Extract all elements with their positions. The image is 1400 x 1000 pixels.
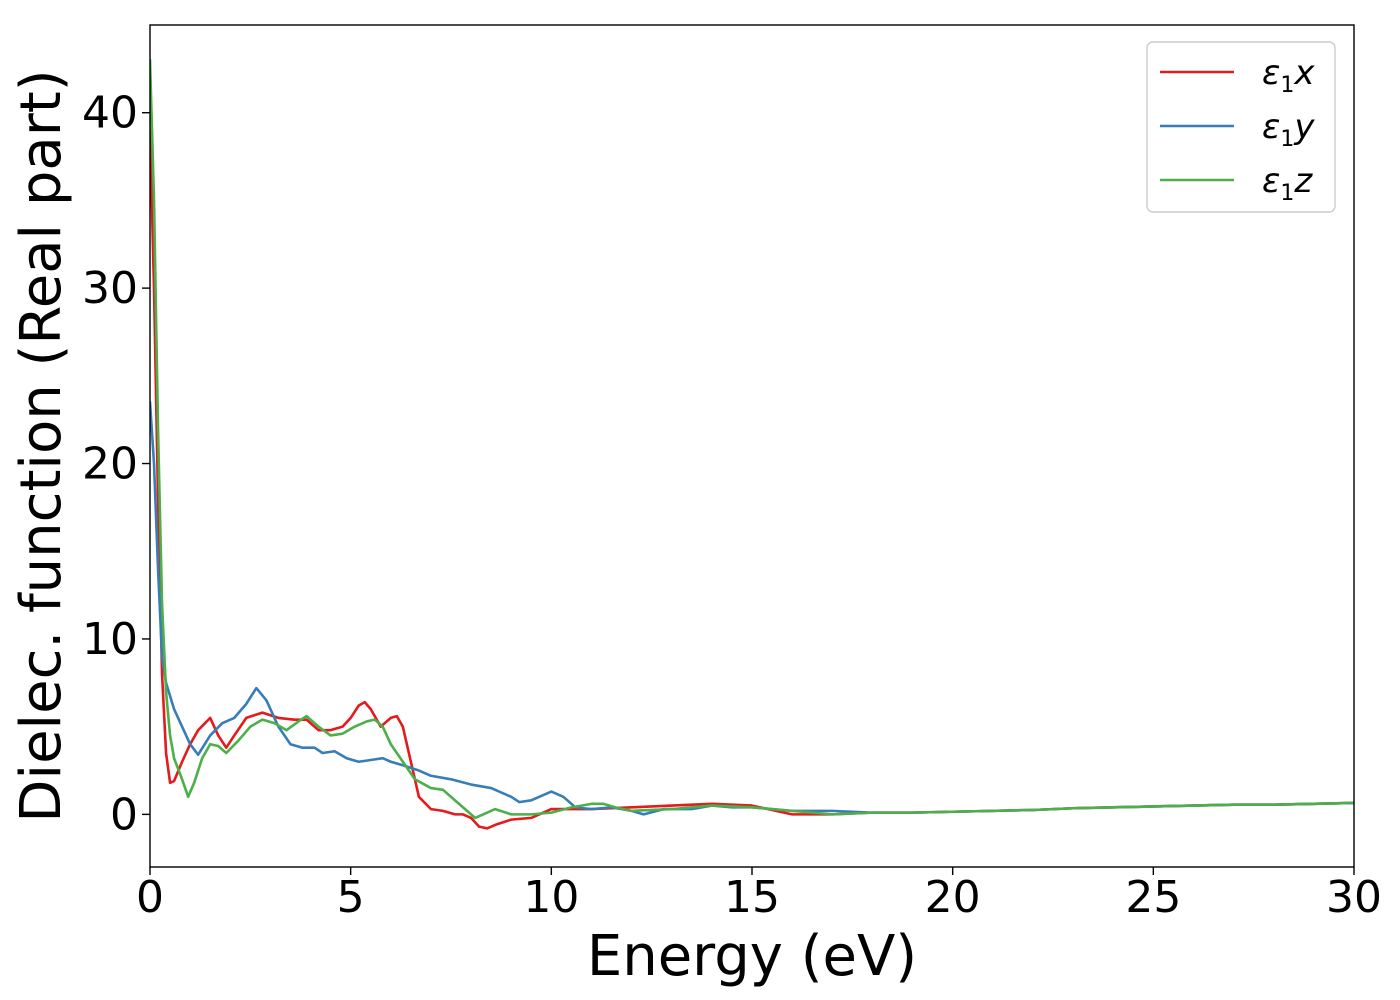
x-tick-label: 0 [136,872,164,923]
legend-label-y: ε1y [1262,107,1315,152]
ticks-layer: 0 5 10 15 20 25 30 0 10 20 30 40 [82,88,1382,923]
series-layer [150,58,1354,830]
x-tick-label: 25 [1125,872,1181,923]
x-tick-label: 20 [925,872,981,923]
legend-label-z: ε1z [1262,161,1313,206]
legend-item-z: ε1z [1160,161,1313,206]
legend-item-x: ε1x [1160,53,1315,98]
y-axis-label: Dielec. function (Real part) [9,69,74,822]
x-tick-label: 30 [1326,872,1382,923]
x-tick-label: 5 [337,872,365,923]
legend-box [1146,41,1336,213]
y-tick-label: 20 [82,439,138,490]
legend-item-y: ε1y [1160,107,1315,152]
y-tick-label: 40 [82,88,138,139]
legend-label-x: ε1x [1262,53,1315,98]
legend: ε1x ε1y ε1z [1146,41,1336,213]
y-tick-label: 10 [82,614,138,665]
y-tick-label: 0 [110,789,138,840]
series-line-z [150,58,1354,820]
y-tick-label: 30 [82,263,138,314]
x-tick-label: 15 [724,872,780,923]
x-tick-label: 10 [523,872,579,923]
x-axis-label: Energy (eV) [587,924,917,989]
